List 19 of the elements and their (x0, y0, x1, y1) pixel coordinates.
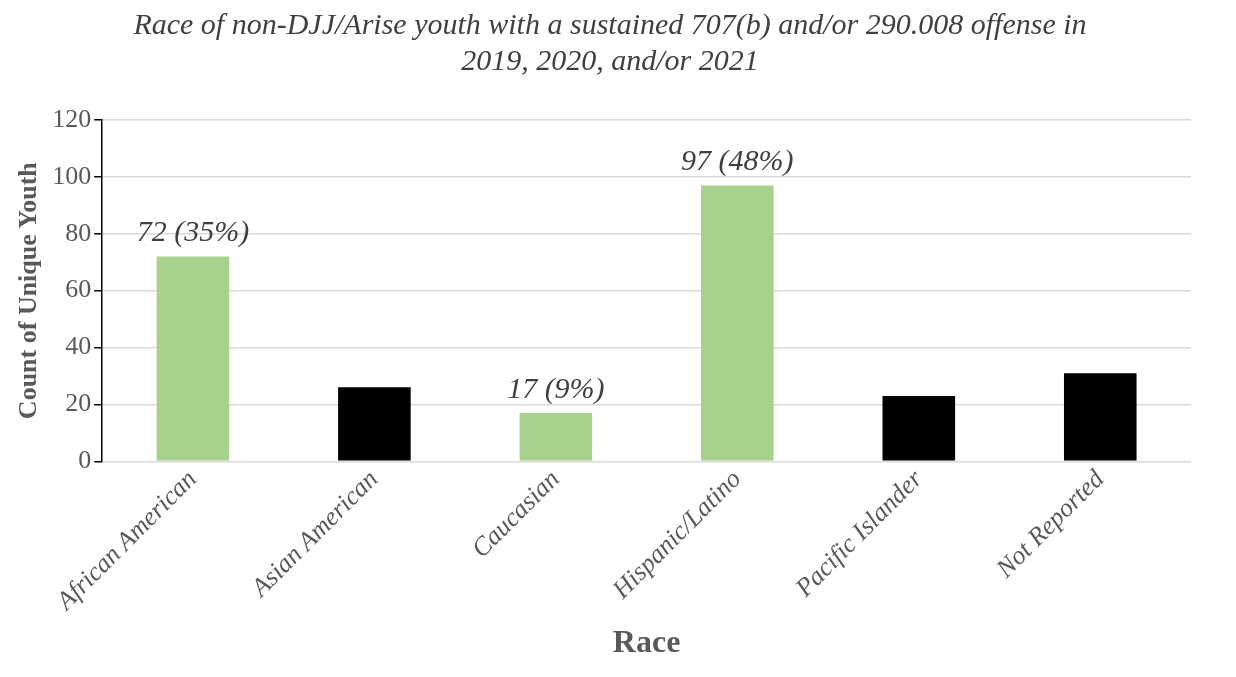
y-tick-label: 80 (65, 217, 92, 247)
bar (1063, 373, 1137, 461)
bar (156, 256, 230, 461)
y-tick-label: 40 (65, 331, 92, 361)
data-label: 17 (9%) (507, 370, 605, 405)
chart-title: Race of non-DJJ/Arise youth with a sustained 707(b) and/or 290.008 offense in 2019, 2020, and/or 2021 (132, 6, 1088, 78)
y-tick-label: 100 (52, 160, 92, 190)
y-tick-label: 20 (65, 388, 92, 418)
bar (338, 387, 411, 461)
y-axis-title: Count of Unique Youth (13, 161, 43, 420)
x-axis-title: Race (612, 623, 681, 660)
bar (882, 395, 956, 461)
bar (701, 185, 774, 461)
y-tick-label: 0 (78, 445, 92, 475)
data-label: 97 (48%) (681, 143, 794, 178)
data-label: 72 (35%) (136, 214, 250, 249)
bar (519, 412, 593, 461)
y-tick-label: 120 (52, 103, 92, 133)
y-tick-label: 60 (65, 274, 92, 304)
